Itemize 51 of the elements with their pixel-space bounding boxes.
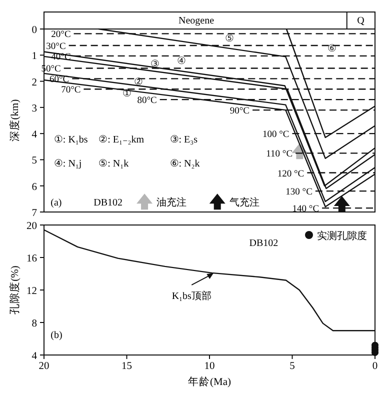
y-tick-label: 12 [26, 286, 37, 297]
y-tick-label: 2 [32, 77, 37, 88]
annotation: 油充注 [156, 196, 187, 209]
annotation: (a) [50, 198, 62, 209]
y-tick-label: 0 [32, 25, 37, 36]
annotation: ① [122, 88, 132, 100]
annotation: ⑥: N₂k [170, 158, 200, 170]
x-tick-label: 20 [38, 361, 50, 372]
text: Q [357, 16, 366, 27]
text: Neogene [178, 16, 215, 27]
x-tick-label: 15 [122, 361, 132, 372]
annotation: 100 °C [262, 130, 290, 140]
y-axis-title: 孔隙度(%) [8, 265, 21, 314]
annotation: 20°C [51, 30, 71, 40]
y-tick-label: 7 [32, 208, 37, 219]
annotation: DB102 [94, 198, 123, 209]
x-tick-label: 10 [204, 361, 215, 372]
annotation: 120 °C [277, 169, 304, 180]
annotation: 130 °C [286, 188, 312, 198]
annotation: 90°C [230, 106, 250, 117]
annotation: K₁bs顶部 [172, 290, 212, 302]
y-axis-title: 深度(km) [8, 98, 21, 142]
annotation: DB102 [249, 238, 278, 249]
annotation: ⑤ [224, 34, 234, 45]
x-tick-label: 5 [290, 361, 295, 372]
annotation: ④ [176, 56, 186, 67]
annotation: 70°C [61, 86, 81, 96]
annotation: 气充注 [229, 196, 260, 209]
annotation: 110 °C [266, 150, 293, 160]
annotation: ④: N₁j [54, 158, 82, 170]
y-tick-label: 4 [32, 351, 38, 362]
annotation: ⑤: N₁k [98, 158, 129, 170]
y-tick-label: 8 [32, 318, 37, 330]
y-tick-label: 1 [32, 51, 37, 62]
annotation: ①: K₁bs [54, 134, 88, 146]
y-tick-label: 16 [26, 254, 37, 264]
annotation: 80°C [137, 96, 157, 106]
annotation: ② [134, 76, 143, 88]
x-axis-title: 年龄(Ma) [188, 376, 232, 388]
annotation: ②: E₁₋₂km [98, 134, 144, 146]
y-tick-label: 6 [32, 182, 37, 193]
legend-label: 实测孔隙度 [317, 230, 367, 242]
annotation: 30°C [46, 42, 66, 52]
annotation: (b) [50, 330, 62, 342]
y-tick-label: 3 [32, 103, 37, 114]
annotation: ③: E₃s [170, 134, 198, 146]
x-tick-label: 0 [372, 361, 378, 372]
annotation: ⑥ [327, 43, 336, 54]
y-tick-label: 20 [26, 221, 37, 232]
y-tick-label: 5 [32, 156, 37, 167]
y-tick-label: 4 [32, 130, 38, 141]
